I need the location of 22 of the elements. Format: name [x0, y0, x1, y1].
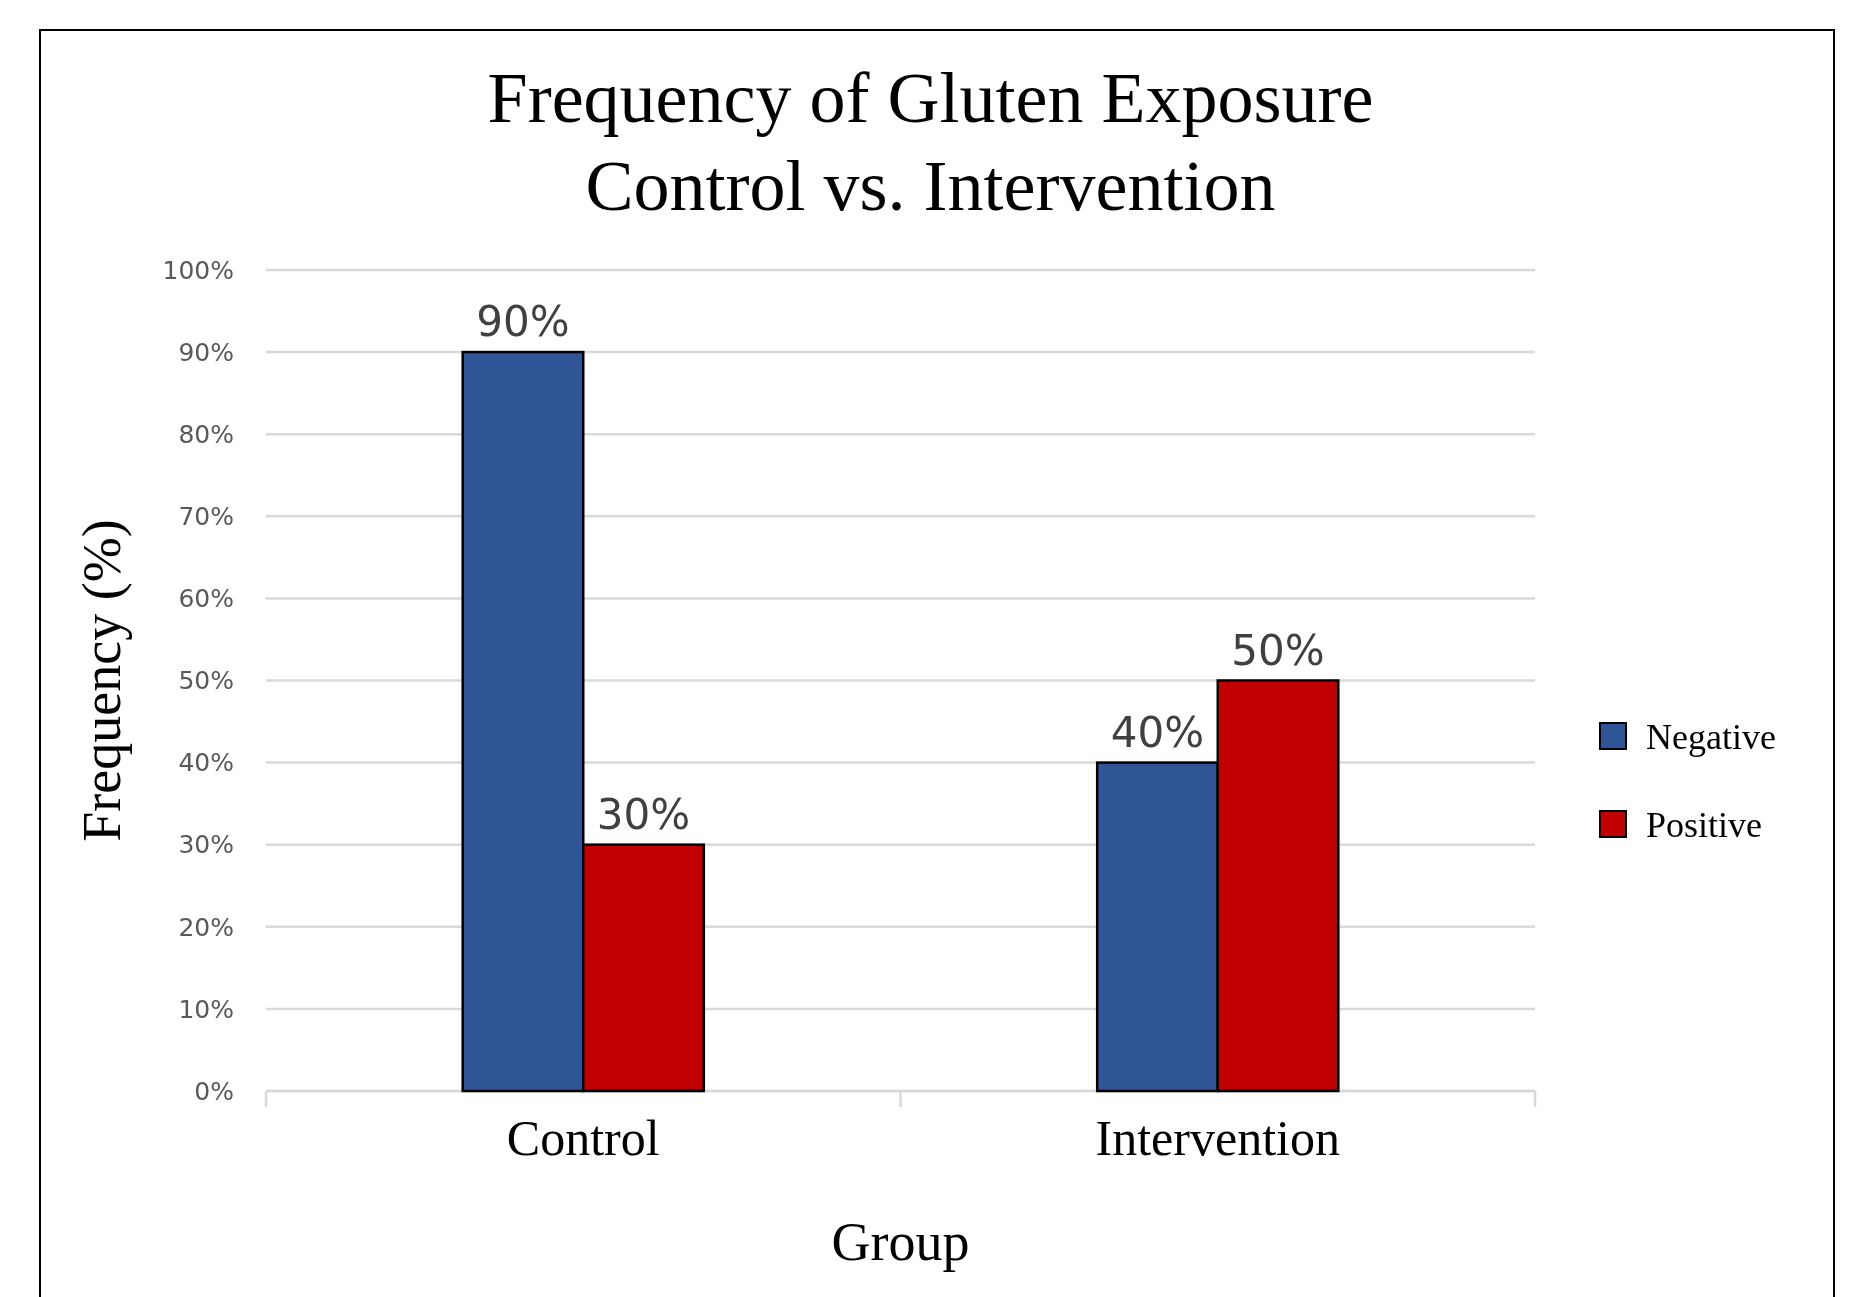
- y-tick-label: 80%: [178, 419, 234, 449]
- y-tick-label: 100%: [162, 255, 234, 285]
- y-tick-label: 60%: [178, 584, 234, 614]
- data-label: 90%: [476, 297, 570, 347]
- y-axis-title: Frequency (%): [72, 519, 132, 842]
- legend-label: Positive: [1646, 804, 1763, 845]
- data-label: 50%: [1231, 625, 1325, 675]
- y-tick-label: 20%: [178, 912, 234, 942]
- data-label: 40%: [1110, 707, 1205, 757]
- y-tick-label: 0%: [194, 1076, 234, 1106]
- y-tick-label: 40%: [178, 748, 234, 778]
- y-tick-label: 70%: [178, 502, 234, 532]
- x-tick-label: Control: [506, 1110, 660, 1166]
- legend-label: Negative: [1646, 716, 1776, 757]
- y-tick-label: 90%: [178, 337, 234, 367]
- y-tick-label: 10%: [178, 994, 234, 1024]
- y-tick-label: 50%: [178, 666, 234, 696]
- y-tick-label: 30%: [178, 830, 234, 860]
- x-axis-title: Group: [831, 1212, 970, 1272]
- x-tick-label: Intervention: [1095, 1110, 1340, 1166]
- data-label: 30%: [596, 789, 691, 839]
- chart-title: Frequency of Gluten Exposure Control vs. Intervention: [487, 58, 1374, 226]
